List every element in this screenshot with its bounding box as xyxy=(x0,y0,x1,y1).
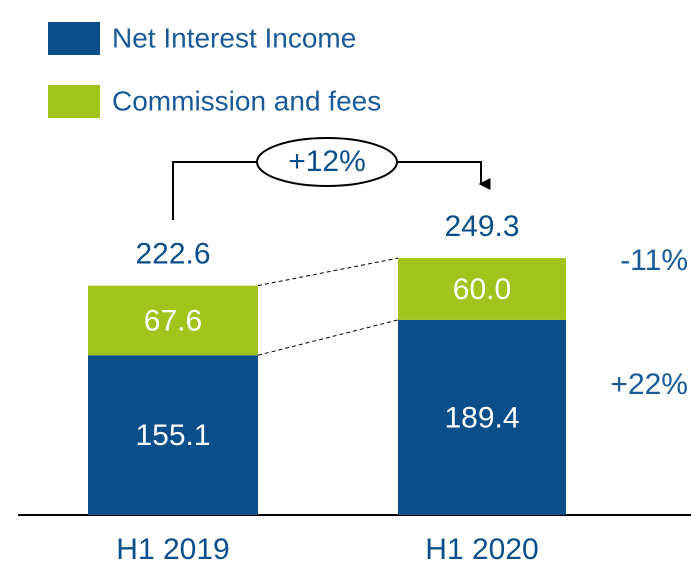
bar-segment xyxy=(88,285,258,356)
legend-label: Commission and fees xyxy=(112,85,381,116)
connector-line xyxy=(257,319,399,356)
bar-segment xyxy=(398,319,566,515)
connector-line xyxy=(257,257,399,287)
value-label: 189.4 xyxy=(444,401,519,434)
growth-bubble xyxy=(256,137,398,187)
value-label: 60.0 xyxy=(453,273,511,306)
change-label: +22% xyxy=(610,368,688,401)
change-label: -11% xyxy=(620,244,688,277)
value-label: 67.6 xyxy=(144,304,202,337)
total-label: 249.3 xyxy=(444,210,519,243)
growth-label: +12% xyxy=(288,145,366,178)
growth-connector xyxy=(172,161,258,220)
total-label: 222.6 xyxy=(135,238,210,271)
x-tick-label: H1 2020 xyxy=(425,533,538,566)
bar-segment xyxy=(398,258,566,320)
bar-segment xyxy=(88,355,258,515)
legend-swatch xyxy=(48,22,100,55)
legend-label: Net Interest Income xyxy=(112,22,356,53)
legend-swatch xyxy=(48,85,100,118)
x-tick-label: H1 2019 xyxy=(116,533,229,566)
value-label: 155.1 xyxy=(135,419,210,452)
